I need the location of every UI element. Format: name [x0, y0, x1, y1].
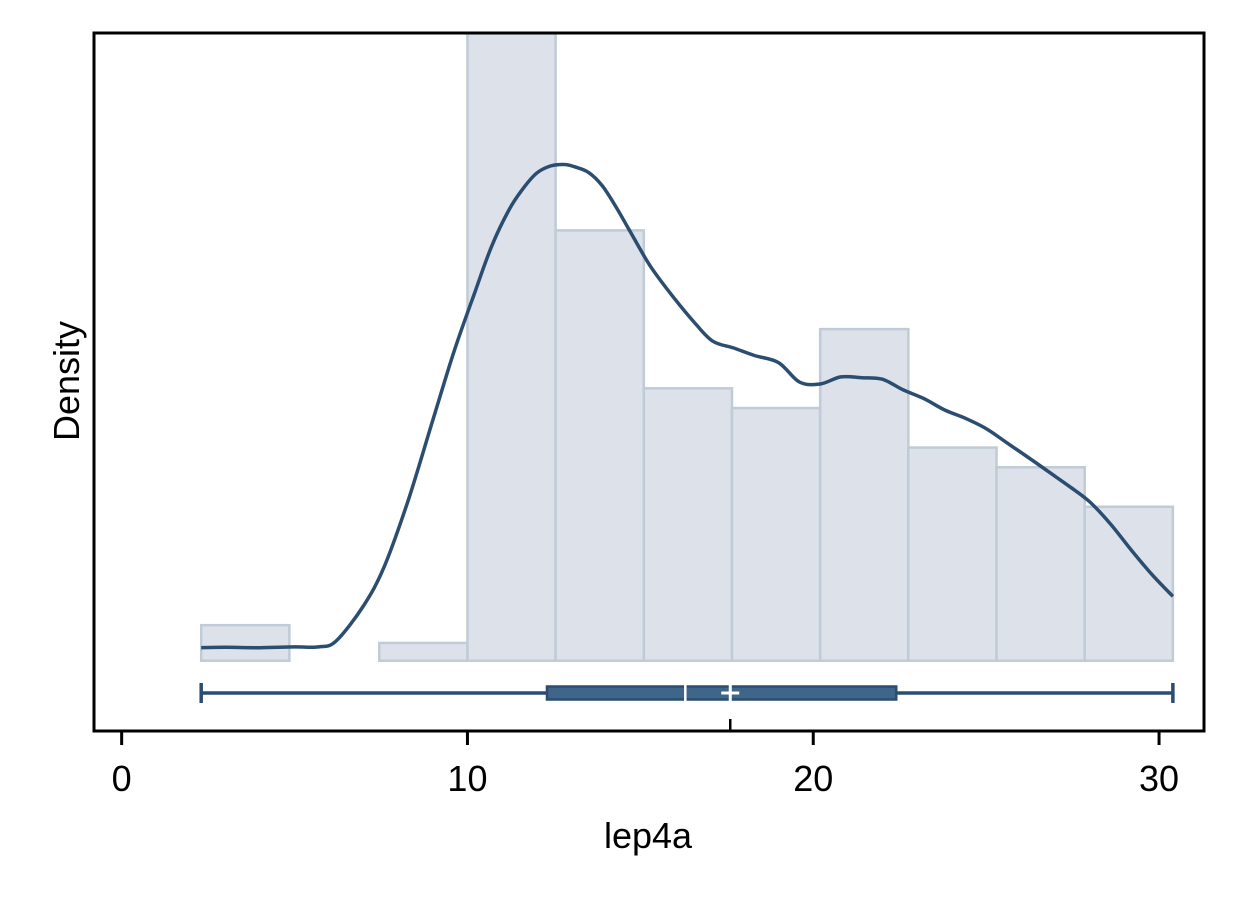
histogram-bar-4 [554, 229, 646, 662]
x-tick-label-0: 0 [112, 758, 132, 799]
plot-frame-layer [92, 31, 1206, 733]
x-tick-label-20: 20 [793, 758, 833, 799]
histogram-bars [199, 31, 1175, 662]
density-curve [201, 162, 1175, 650]
histogram-bar-1 [199, 623, 291, 662]
histogram-bar-3 [466, 31, 557, 662]
plot-frame [92, 31, 1206, 733]
histogram-bar-9 [995, 466, 1086, 662]
x-axis-label: lep4a [604, 815, 693, 856]
x-tick-label-30: 30 [1139, 758, 1179, 799]
histogram-bar-2 [378, 641, 469, 662]
density-curve-layer [201, 162, 1175, 650]
boxplot-layer [199, 683, 1175, 731]
y-axis-label: Density [46, 321, 87, 441]
histogram-bar-8 [907, 446, 998, 662]
x-axis-ticks: 0 10 20 30 [112, 731, 1179, 799]
histogram-bar-5 [642, 387, 734, 662]
x-tick-label-10: 10 [447, 758, 487, 799]
histogram-bar-6 [730, 406, 822, 662]
